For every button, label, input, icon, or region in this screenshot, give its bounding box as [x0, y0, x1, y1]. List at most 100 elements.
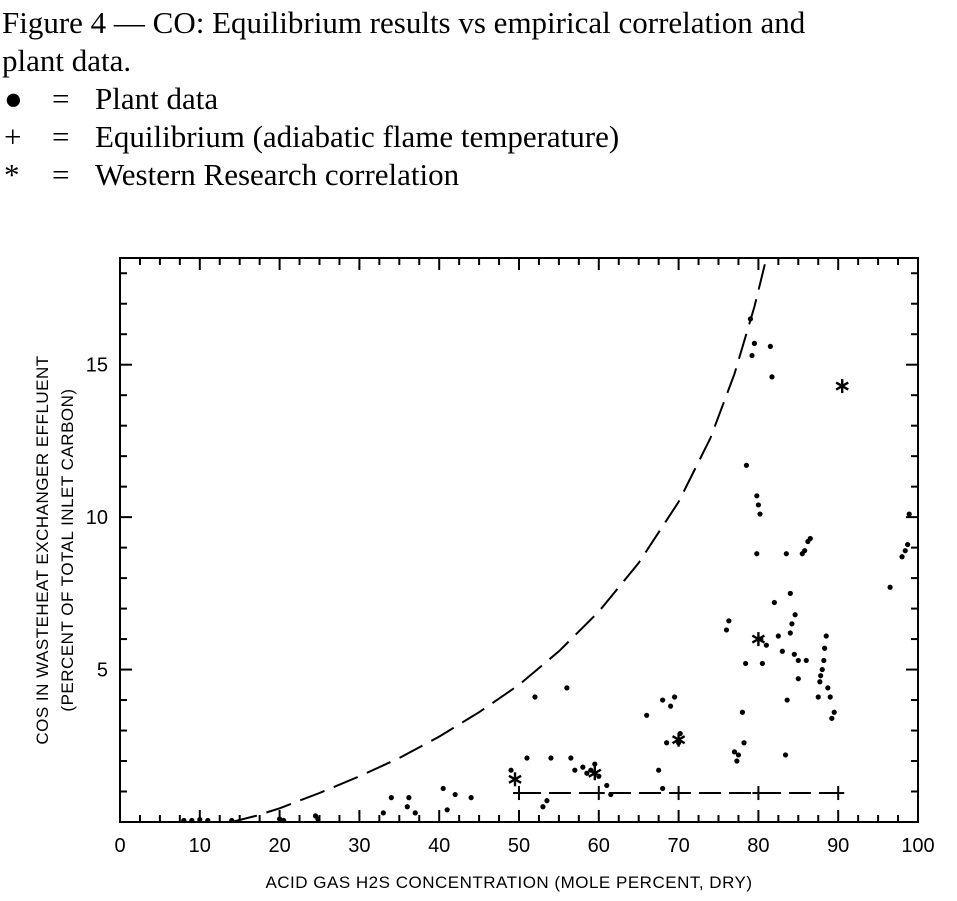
- plant-data-point: [406, 795, 412, 801]
- plant-data-point: [767, 343, 773, 350]
- plant-data-point: [280, 817, 287, 824]
- plant-data-point: [827, 694, 833, 700]
- plant-data-point: [726, 618, 732, 624]
- plant-data-point: [644, 712, 650, 718]
- legend-text: Western Research correlation: [95, 157, 460, 192]
- x-axis-title: ACID GAS H2S CONCENTRATION (MOLE PERCENT…: [265, 873, 752, 892]
- plant-data-point: [412, 810, 418, 816]
- plant-data-point: [540, 804, 546, 810]
- legend-symbol-star: *: [4, 157, 20, 192]
- plant-data-point: [743, 660, 749, 667]
- star-arm: [835, 381, 849, 391]
- plant-data-point: [723, 627, 730, 633]
- plant-data-point: [818, 673, 824, 679]
- plant-data-point: [831, 709, 837, 715]
- x-tick-label: 0: [114, 835, 125, 857]
- plant-data-point: [229, 817, 235, 824]
- plant-data-point: [315, 816, 321, 822]
- plant-data-point: [572, 767, 578, 773]
- plant-data-point: [672, 694, 678, 700]
- plant-data-point: [749, 352, 755, 359]
- chart-lines: [231, 257, 839, 823]
- legend-equals: =: [52, 81, 70, 116]
- plant-data-point: [580, 764, 586, 770]
- plant-data-point: [755, 502, 762, 508]
- star-arm: [588, 768, 602, 778]
- tick-labels: 0 10 20 30 40 50 60 70 80 90 100 5 10 15: [86, 355, 935, 857]
- plant-data-point: [791, 651, 797, 657]
- equilibrium-point: [752, 786, 765, 801]
- y-tick-label: 5: [97, 660, 108, 682]
- legend-entry-equilibrium: + = Equilibrium (adiabatic flame tempera…: [2, 118, 957, 156]
- plant-data-point: [608, 791, 614, 798]
- plant-data-point: [656, 767, 662, 773]
- legend-symbol-dot: ●: [4, 81, 23, 116]
- western-research-curve: [231, 257, 768, 823]
- plant-data-point: [277, 816, 283, 822]
- western-research-point: [671, 732, 686, 747]
- western-research-point: [508, 772, 522, 787]
- plant-data-point: [741, 740, 747, 746]
- plant-data-point: [807, 535, 813, 542]
- x-tick-label: 50: [508, 835, 530, 857]
- equilibrium-point: [592, 786, 605, 801]
- x-tick-label: 40: [428, 835, 450, 857]
- x-tick-label: 20: [268, 835, 290, 857]
- plant-data-point: [452, 791, 458, 798]
- plant-data-point: [544, 798, 550, 804]
- plant-data-point: [205, 817, 211, 824]
- plant-data-point: [444, 807, 450, 813]
- western-research-point: [835, 379, 849, 394]
- plant-data-point: [825, 685, 831, 691]
- plant-data-point: [795, 676, 801, 682]
- plant-data-point: [532, 694, 538, 700]
- western-research-point: [588, 766, 602, 781]
- star-arm: [751, 634, 766, 644]
- plant-data-point: [802, 548, 808, 554]
- plant-data-point: [787, 630, 793, 636]
- plant-data-point: [905, 541, 911, 548]
- plant-data-point: [508, 767, 514, 773]
- plant-data-point: [181, 817, 187, 824]
- plant-data-point: [795, 657, 801, 664]
- plant-data-point: [789, 621, 795, 627]
- plant-data-point: [782, 752, 789, 758]
- legend-entry-western-research: * = Western Research correlation: [2, 156, 957, 194]
- plant-data-point: [747, 316, 754, 322]
- plant-data-point: [829, 715, 835, 721]
- star-arm: [671, 735, 686, 745]
- caption-line-2: plant data.: [2, 43, 132, 78]
- plant-data-point: [821, 657, 827, 664]
- equilibrium-point: [513, 786, 525, 801]
- plant-data-point: [822, 645, 828, 651]
- plot-frame: [119, 257, 919, 823]
- plant-data-point: [568, 755, 574, 761]
- caption-line-1: Figure 4 — CO: Equilibrium results vs em…: [2, 5, 806, 40]
- x-tick-label: 90: [827, 835, 849, 857]
- plant-data-point: [739, 709, 746, 715]
- plant-data-point: [592, 761, 598, 767]
- plant-data-point: [731, 749, 738, 755]
- legend-text: Plant data: [95, 81, 219, 116]
- x-tick-label: 10: [189, 835, 211, 857]
- plant-data-point: [763, 642, 769, 648]
- plant-data-point: [823, 633, 829, 639]
- plant-data-point: [668, 703, 674, 709]
- y-tick-label: 15: [86, 355, 108, 377]
- star-arm: [508, 774, 522, 784]
- figure-caption: Figure 4 — CO: Equilibrium results vs em…: [2, 4, 957, 194]
- plant-data-point: [197, 816, 203, 823]
- plant-data-point: [735, 752, 742, 758]
- plant-data-point: [757, 511, 763, 517]
- x-tick-label: 30: [348, 835, 370, 857]
- plant-data-point: [783, 551, 789, 557]
- chart-marks: [181, 316, 912, 824]
- plant-data-point: [743, 462, 750, 468]
- plant-data-point: [792, 612, 798, 618]
- plant-data-point: [468, 795, 474, 801]
- plant-data-point: [548, 755, 554, 761]
- plant-data-point: [524, 755, 530, 761]
- legend-equals: =: [52, 157, 70, 192]
- plant-data-point: [769, 374, 775, 380]
- plant-data-point: [754, 551, 760, 557]
